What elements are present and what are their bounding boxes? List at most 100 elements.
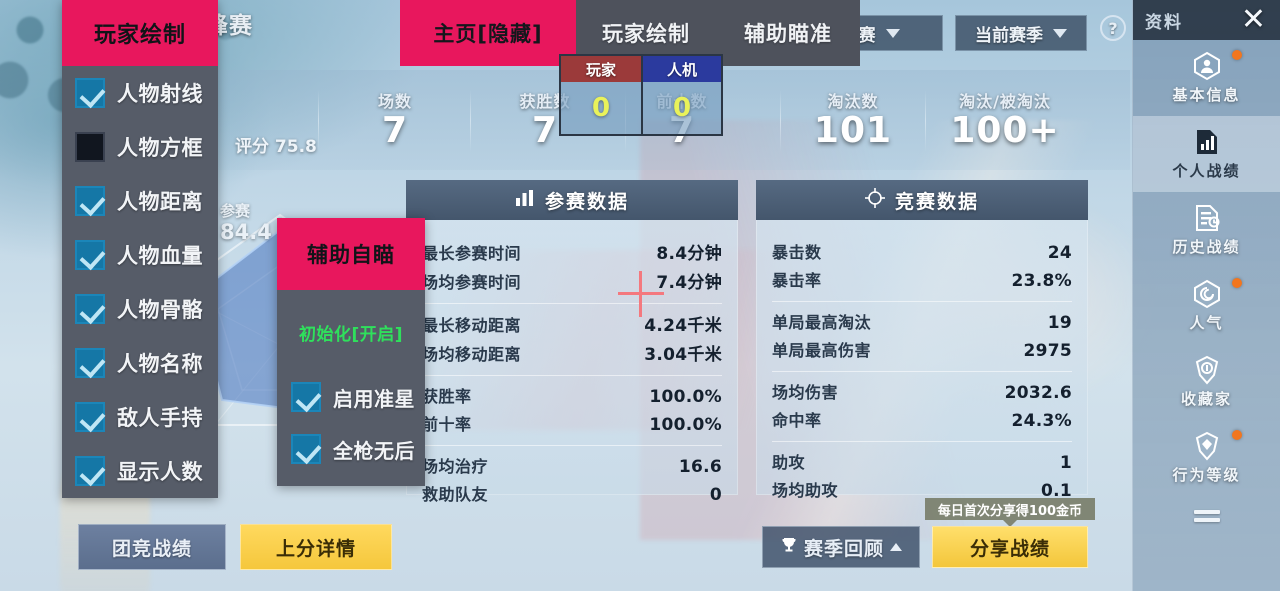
stat-value: 2975	[1023, 341, 1072, 361]
draw-option-label: 人物距离	[117, 190, 203, 214]
draw-option-row[interactable]: 人物名称	[62, 336, 218, 390]
stat-row: 单局最高淘汰 19	[772, 307, 1072, 335]
divider	[470, 90, 471, 152]
share-record-button[interactable]: 分享战绩	[932, 526, 1088, 568]
mode-select-value: 赛	[858, 25, 876, 46]
stat-row: 场均参赛时间 7.4分钟	[422, 266, 722, 295]
stat-key: 暴击数	[772, 243, 822, 262]
trophy-icon	[780, 536, 798, 559]
stat-key: 助攻	[772, 453, 806, 472]
bot-counter-column[interactable]: 人机 0	[641, 56, 721, 134]
draw-option-row[interactable]: 显示人数	[62, 444, 218, 498]
player-counter-value: 0	[561, 82, 641, 134]
stat-value: 7.4分钟	[656, 273, 722, 293]
cheat-tab-aim-assist[interactable]: 辅助瞄准	[744, 22, 832, 46]
stat-key: 获胜率	[422, 387, 472, 406]
panel-body: 最长参赛时间 8.4分钟 场均参赛时间 7.4分钟 最长移动距离 4.24千米 …	[406, 220, 738, 515]
stat-value: 4.24千米	[644, 316, 722, 336]
checkbox-player-box[interactable]	[75, 132, 105, 162]
sidebar-more-button[interactable]	[1133, 496, 1280, 536]
stat-group: 场均伤害 2032.6 命中率 24.3%	[772, 372, 1072, 442]
player-counter-column[interactable]: 玩家 0	[561, 56, 641, 134]
bot-counter-value: 0	[643, 82, 721, 134]
draw-option-row[interactable]: 人物射线	[62, 66, 218, 120]
stat-value: 100.0%	[649, 387, 722, 407]
draw-option-row[interactable]: 人物骨骼	[62, 282, 218, 336]
stat-row: 场均治疗 16.6	[422, 451, 722, 479]
stat-group: 场均治疗 16.6 救助队友 0	[422, 446, 722, 515]
sidebar-item-popularity[interactable]: 人气	[1133, 268, 1280, 344]
sidebar-item-behavior-level[interactable]: 行为等级	[1133, 420, 1280, 496]
draw-option-row[interactable]: 人物距离	[62, 174, 218, 228]
sidebar-item-label: 收藏家	[1180, 390, 1232, 408]
notification-dot	[1232, 430, 1242, 440]
stat-value: 24	[1047, 243, 1072, 263]
panel-header: 参赛数据	[406, 180, 738, 220]
close-icon[interactable]: ✕	[1240, 2, 1266, 37]
stat-row: 救助队友 0	[422, 479, 722, 507]
cheat-tab-home[interactable]: 主页[隐藏]	[400, 0, 576, 66]
behavior-badge-icon	[1192, 431, 1222, 461]
bar-chart-icon	[515, 189, 535, 212]
stat-key: 最长参赛时间	[422, 244, 522, 263]
stat-cell-kills: 淘汰数 101	[778, 88, 928, 150]
stat-key: 场均参赛时间	[422, 273, 522, 292]
checkbox-enemy-weapon[interactable]	[75, 402, 105, 432]
collector-badge-icon	[1192, 355, 1222, 385]
chevron-up-icon	[890, 543, 902, 551]
stat-label: 淘汰数	[827, 92, 879, 111]
checkbox-player-health[interactable]	[75, 240, 105, 270]
stat-key: 单局最高淘汰	[772, 313, 872, 332]
sidebar-item-basic-info[interactable]: 基本信息	[1133, 40, 1280, 116]
rank-details-button[interactable]: 上分详情	[240, 524, 392, 570]
stat-row: 单局最高伤害 2975	[772, 335, 1072, 363]
divider	[925, 90, 926, 152]
radar-axis-name: 参赛	[220, 202, 251, 220]
notification-dot	[1232, 50, 1242, 60]
stat-group: 单局最高淘汰 19 单局最高伤害 2975	[772, 302, 1072, 372]
stat-key: 救助队友	[422, 485, 489, 504]
draw-option-label: 人物骨骼	[117, 298, 203, 322]
checkbox-player-skeleton[interactable]	[75, 294, 105, 324]
stat-cell-kd: 淘汰/被淘汰 100+	[930, 88, 1080, 150]
stat-value: 7	[531, 110, 559, 151]
draw-option-label: 人物血量	[117, 244, 203, 268]
cheat-tab-player-draw[interactable]: 玩家绘制	[602, 22, 690, 46]
checkbox-no-recoil[interactable]	[291, 434, 321, 464]
checkbox-show-count[interactable]	[75, 456, 105, 486]
sidebar-item-personal-record[interactable]: 个人战绩	[1133, 116, 1280, 192]
checkbox-player-name[interactable]	[75, 348, 105, 378]
season-select[interactable]: 当前赛季	[955, 15, 1087, 51]
team-record-button[interactable]: 团竞战绩	[78, 524, 226, 570]
stat-key: 场均移动距离	[422, 345, 522, 364]
cheat-overlay-tabbar: 主页[隐藏] 玩家绘制 辅助瞄准	[400, 0, 860, 66]
chevron-down-icon	[1053, 28, 1067, 38]
aim-option-row[interactable]: 启用准星	[277, 371, 425, 423]
stat-cell-wins: 获胜数 7	[470, 88, 620, 150]
help-icon[interactable]: ?	[1100, 15, 1126, 41]
stat-key: 场均治疗	[422, 457, 489, 476]
stat-row: 助攻 1	[772, 447, 1072, 475]
aim-assist-menu-title: 辅助自瞄	[277, 218, 425, 290]
aim-option-row[interactable]: 全枪无后	[277, 423, 425, 475]
checkbox-player-ray[interactable]	[75, 78, 105, 108]
sidebar-item-history-record[interactable]: 历史战绩	[1133, 192, 1280, 268]
divider	[780, 90, 781, 152]
season-review-button[interactable]: 赛季回顾	[762, 526, 920, 568]
divider	[318, 90, 319, 152]
stat-value: 100+	[950, 110, 1060, 151]
checkbox-enable-crosshair[interactable]	[291, 382, 321, 412]
draw-option-label: 人物方框	[117, 136, 203, 160]
draw-option-row[interactable]: 敌人手持	[62, 390, 218, 444]
stat-row: 场均移动距离 3.04千米	[422, 338, 722, 367]
checkbox-player-distance[interactable]	[75, 186, 105, 216]
stat-key: 前十率	[422, 415, 472, 434]
stat-row: 场均伤害 2032.6	[772, 377, 1072, 405]
draw-option-row[interactable]: 人物血量	[62, 228, 218, 282]
draw-option-row[interactable]: 人物方框	[62, 120, 218, 174]
sidebar-item-collector[interactable]: 收藏家	[1133, 344, 1280, 420]
chart-doc-icon	[1192, 127, 1222, 157]
stat-value: 24.3%	[1011, 411, 1072, 431]
aim-assist-status: 初始化[开启]	[298, 325, 404, 345]
stat-label: 淘汰/被淘汰	[959, 92, 1051, 111]
